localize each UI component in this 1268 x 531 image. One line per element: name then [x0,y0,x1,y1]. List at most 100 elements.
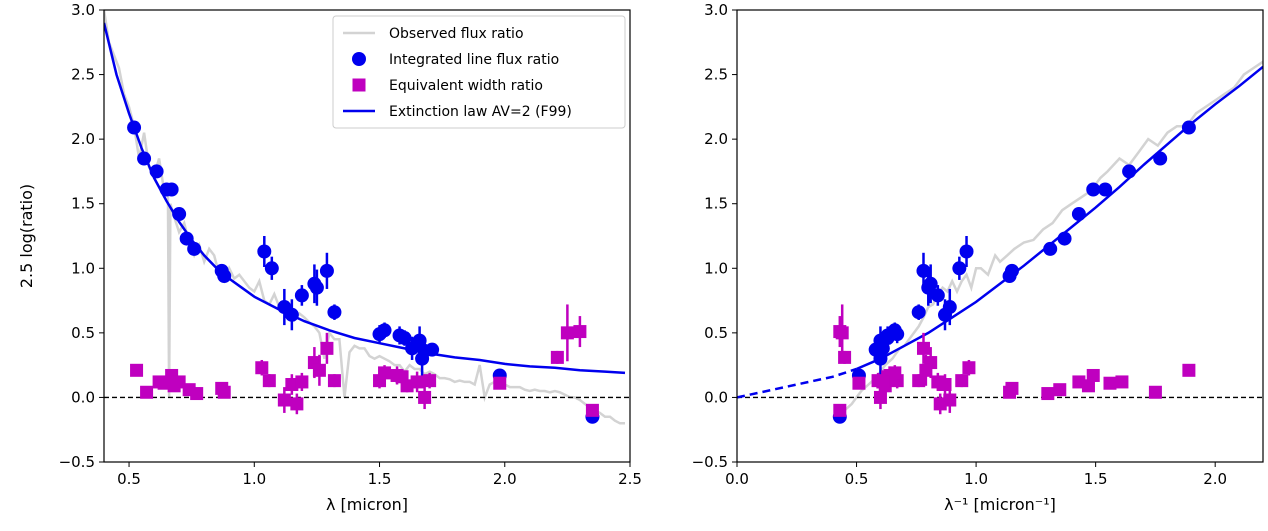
line-flux-point [164,182,179,197]
equivalent-width-point [130,363,144,377]
legend-label: Integrated line flux ratio [389,52,559,68]
y-tick-label: 1.5 [704,195,728,213]
x-tick-label: 1.5 [1084,470,1108,488]
equivalent-width-point [1148,385,1162,399]
line-flux-point [868,342,883,357]
equivalent-width-point [560,326,574,340]
line-flux-point [959,244,974,259]
line-flux-point [137,151,152,166]
y-tick-label: 2.5 [71,66,95,84]
equivalent-width-point [585,403,599,417]
line-flux-point [179,231,194,246]
line-flux-point [264,261,279,276]
y-axis-label: 2.5 log(ratio) [17,184,36,288]
equivalent-width-point [295,375,309,389]
x-tick-label: 1.0 [964,470,988,488]
equivalent-width-point [140,385,154,399]
equivalent-width-point [1103,376,1117,390]
equivalent-width-point [423,374,437,388]
equivalent-width-point [833,325,847,339]
y-tick-label: 2.0 [704,130,728,148]
equivalent-width-point [410,375,424,389]
x-tick-label: 2.0 [1203,470,1227,488]
line-flux-point [425,342,440,357]
x-tick-label: 0.5 [117,470,141,488]
x-tick-label: 2.5 [618,470,642,488]
equivalent-width-point [190,387,204,401]
x-tick-label: 1.5 [368,470,392,488]
line-flux-point [1086,182,1101,197]
y-tick-label: 1.0 [704,259,728,277]
line-flux-point [187,241,202,256]
equivalent-width-point [916,341,930,355]
x-tick-label: 1.0 [242,470,266,488]
line-flux-point [1181,120,1196,135]
y-tick-label: 3.0 [71,1,95,19]
line-flux-point [217,269,232,284]
equivalent-width-point [262,374,276,388]
line-flux-point [921,280,936,295]
line-flux-point [377,323,392,338]
line-flux-point [149,164,164,179]
line-flux-point [938,307,953,322]
equivalent-width-point [852,376,866,390]
line-flux-point [1153,151,1168,166]
line-flux-point [916,263,931,278]
y-tick-label: 0.5 [71,324,95,342]
equivalent-width-point [1072,375,1086,389]
left-panel: 0.5 1.0 1.5 2.0 2.5 −0.5 0.0 0.5 1.0 1.5 2.0 2.5 3.0… [17,1,642,514]
legend-label: Observed flux ratio [389,26,524,42]
x-tick-label: 0.0 [725,470,749,488]
extinction-law-curve [856,65,1263,371]
equivalent-width-point [400,379,414,393]
equivalent-width-point [955,374,969,388]
y-tick-label: −0.5 [59,453,95,471]
line-flux-point [930,288,945,303]
equivalent-width-point [217,385,231,399]
equivalent-width-point [312,363,326,377]
line-flux-point [319,263,334,278]
legend: Observed flux ratio Integrated line flux … [332,15,626,129]
y-tick-label: 2.5 [704,66,728,84]
y-tick-label: 0.0 [71,388,95,406]
line-flux-point [309,280,324,295]
legend-item: Observed flux ratio [343,26,524,42]
equivalent-width-point [573,325,587,339]
legend-item: Extinction law AV=2 (F99) [343,104,572,120]
legend-box [332,15,626,129]
x-tick-label: 0.5 [845,470,869,488]
line-flux-point [327,305,342,320]
equivalent-width-point [871,374,885,388]
observed-flux-ratio-spectrum [836,60,1263,418]
equivalent-width-point [1041,387,1055,401]
plot-area [104,10,630,425]
equivalent-width-point [285,378,299,392]
legend-label: Equivalent width ratio [389,78,543,94]
legend-square-swatch [352,78,366,92]
plot-area [737,60,1263,424]
equivalent-width-point [1003,385,1017,399]
line-flux-point [1122,164,1137,179]
equivalent-width-point [320,341,334,355]
equivalent-width-point [418,390,432,404]
x-axis-label: λ⁻¹ [micron⁻¹] [944,495,1056,514]
axes-frame [736,9,1264,463]
equivalent-width-point [919,363,933,377]
line-flux-point [397,331,412,346]
line-flux-point [1098,182,1113,197]
equivalent-width-point [1086,368,1100,382]
legend-item: Integrated line flux ratio [352,52,559,68]
line-flux-point [284,307,299,322]
y-tick-label: 0.0 [704,388,728,406]
right-panel: 0.0 0.5 1.0 1.5 2.0−0.50.00.51.01.52.02.53.0… [692,1,1264,514]
legend-label: Extinction law AV=2 (F99) [389,104,572,120]
y-tick-label: 2.0 [71,130,95,148]
line-flux-point [172,207,187,222]
legend-circle-swatch [352,52,366,66]
equivalent-width-point [1053,383,1067,397]
equivalent-width-point [327,374,341,388]
equivalent-width-point [255,361,269,375]
x-axis-label: λ [micron] [326,495,408,514]
equivalent-width-point [493,376,507,390]
